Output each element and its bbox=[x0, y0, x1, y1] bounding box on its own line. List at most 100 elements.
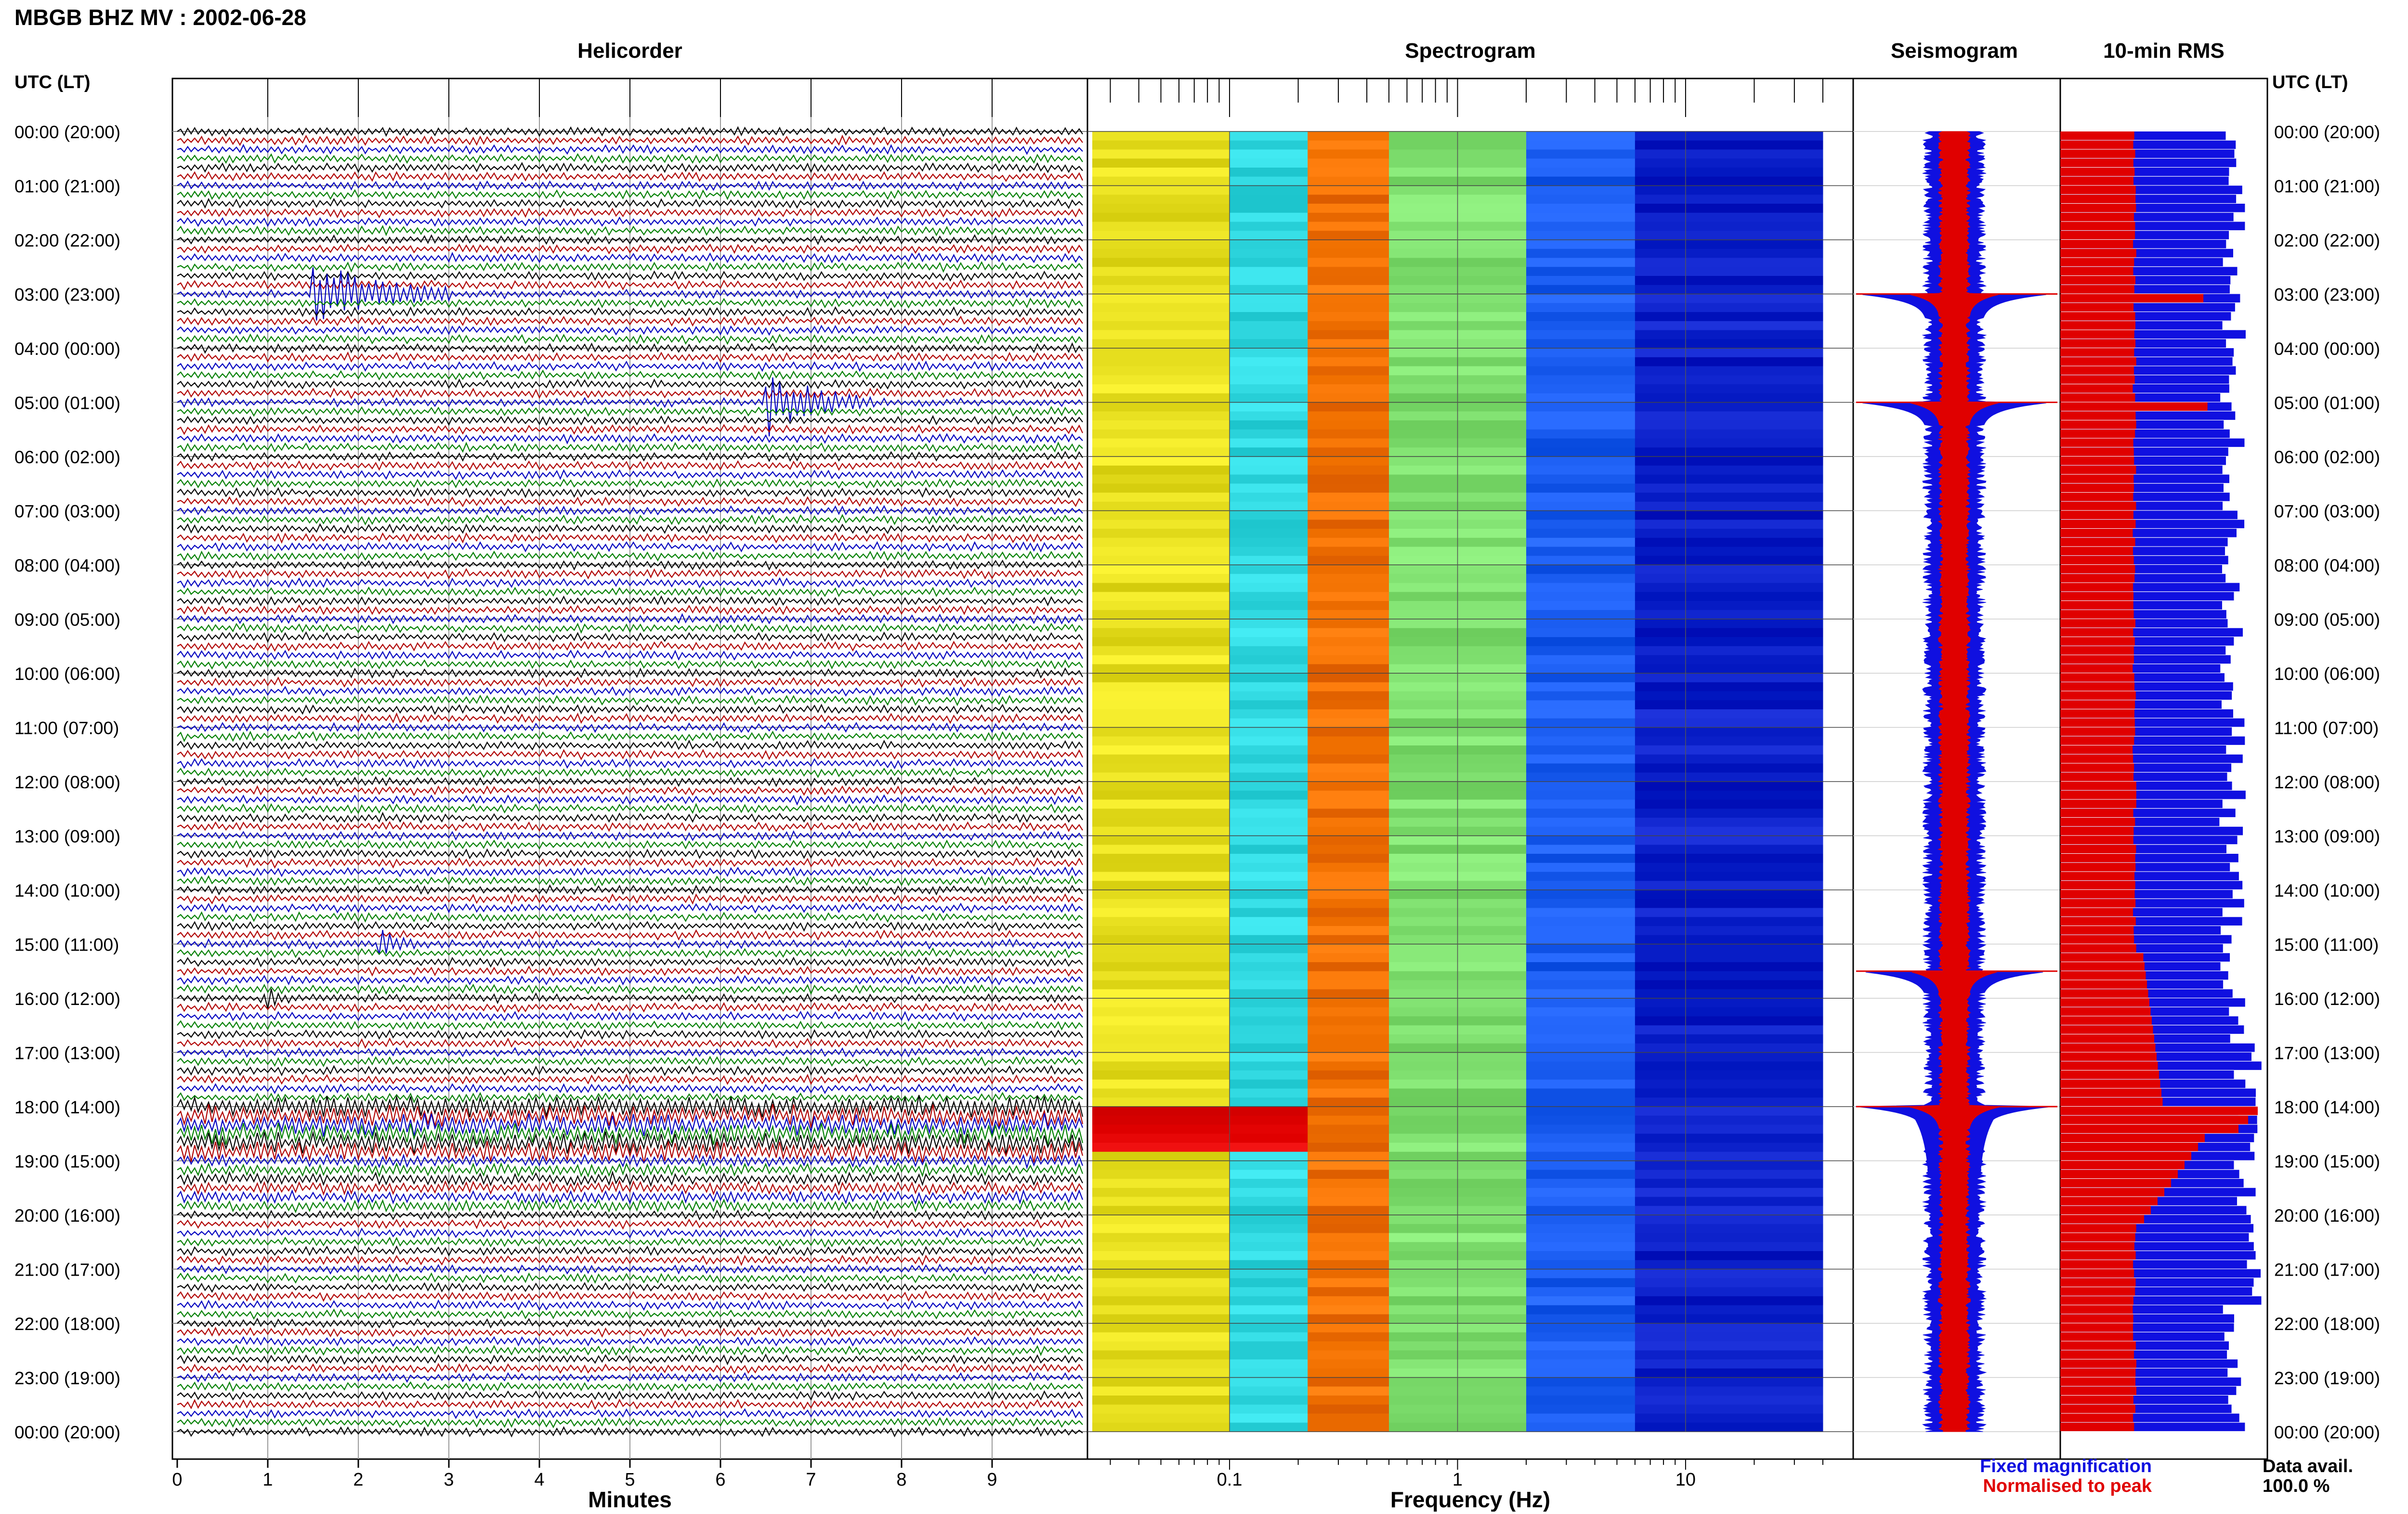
helicorder-trace bbox=[177, 966, 1083, 977]
helicorder-trace bbox=[177, 1189, 1084, 1205]
rms-bar-normalised bbox=[2060, 149, 2135, 158]
spectrogram-cell bbox=[1308, 763, 1389, 773]
helicorder-trace bbox=[177, 1408, 1083, 1419]
spectrogram-cell bbox=[1635, 1368, 1823, 1378]
rms-bar-normalised bbox=[2060, 727, 2135, 736]
spectrogram-cell bbox=[1526, 1025, 1636, 1035]
spectrogram-cell bbox=[1308, 944, 1389, 953]
spectrogram-cell bbox=[1092, 637, 1230, 647]
spectrogram-cell bbox=[1230, 357, 1308, 367]
helicorder-trace bbox=[177, 803, 1083, 814]
spectrogram-cell bbox=[1230, 610, 1308, 620]
rms-bar-normalised bbox=[2060, 818, 2135, 826]
data-avail-label: Data avail. bbox=[2263, 1456, 2353, 1476]
spectrogram-cell bbox=[1092, 872, 1230, 881]
spectrogram-cell bbox=[1526, 1350, 1636, 1360]
spectrogram-cell bbox=[1230, 339, 1308, 349]
rms-bar-normalised bbox=[2060, 745, 2133, 754]
hour-label: 05:00 (01:00) bbox=[2274, 393, 2380, 413]
spectrogram-cell bbox=[1635, 908, 1823, 917]
rms-bar-normalised bbox=[2060, 330, 2134, 339]
spectrogram-cell bbox=[1230, 1088, 1308, 1098]
spectrogram-cell bbox=[1635, 1296, 1823, 1306]
spectrogram-cell bbox=[1308, 989, 1389, 999]
spectrogram-cell bbox=[1308, 1341, 1389, 1351]
spectrogram-cell bbox=[1635, 465, 1823, 475]
helicorder-trace bbox=[177, 884, 1083, 896]
spectrogram-cell bbox=[1092, 1034, 1230, 1044]
spectrogram-cell bbox=[1092, 510, 1230, 520]
spectrogram-cell bbox=[1230, 1025, 1308, 1035]
rms-bar-normalised bbox=[2060, 1061, 2158, 1070]
spectrogram-cell bbox=[1635, 1088, 1823, 1098]
rms-bar-normalised bbox=[2060, 962, 2145, 971]
spectrogram-cell bbox=[1092, 1052, 1230, 1062]
rms-bar-normalised bbox=[2060, 700, 2135, 709]
spectrogram-cell bbox=[1526, 1007, 1636, 1017]
spectrogram-cell bbox=[1092, 1170, 1230, 1179]
hour-label: 06:00 (02:00) bbox=[14, 447, 120, 467]
rms-bar-normalised bbox=[2060, 1161, 2185, 1170]
rms-bar-normalised bbox=[2060, 1323, 2133, 1332]
spectrogram-cell bbox=[1092, 971, 1230, 981]
spectrogram-cell bbox=[1230, 1269, 1308, 1279]
spectrogram-cell bbox=[1526, 1278, 1636, 1288]
spectrogram-cell bbox=[1635, 1016, 1823, 1026]
spectrogram-cell bbox=[1230, 1296, 1308, 1306]
hour-label: 18:00 (14:00) bbox=[2274, 1097, 2380, 1117]
spectrogram-cell bbox=[1635, 1052, 1823, 1062]
spectrogram-cell bbox=[1308, 1359, 1389, 1369]
spectrogram-cell bbox=[1092, 782, 1230, 791]
spectrogram-cell bbox=[1635, 348, 1823, 358]
helicorder-trace bbox=[177, 424, 1083, 435]
spectrogram-cell bbox=[1308, 384, 1389, 394]
spectrogram-cell bbox=[1635, 1025, 1823, 1035]
spectrogram-cell bbox=[1635, 1404, 1823, 1414]
freq-tick-label: 1 bbox=[1453, 1470, 1463, 1490]
spectrogram-cell bbox=[1635, 854, 1823, 863]
spectrogram-cell bbox=[1526, 845, 1636, 854]
helicorder-trace bbox=[177, 1344, 1083, 1357]
rms-bar-normalised bbox=[2060, 204, 2136, 212]
helicorder-trace bbox=[177, 514, 1083, 526]
helicorder-trace bbox=[177, 1131, 1084, 1154]
spectrogram-cell bbox=[1526, 1396, 1636, 1405]
x-tick-label: 1 bbox=[262, 1470, 273, 1490]
spectrogram-cell bbox=[1230, 1260, 1308, 1270]
spectrogram-cell bbox=[1635, 212, 1823, 222]
spectrogram-cell bbox=[1526, 908, 1636, 917]
spectrogram-cell bbox=[1092, 357, 1230, 367]
spectrogram-cell bbox=[1230, 619, 1308, 628]
spectrogram-cell bbox=[1230, 953, 1308, 963]
helicorder-panel bbox=[171, 78, 1088, 1460]
helicorder-trace bbox=[177, 306, 1083, 318]
rms-bar-normalised bbox=[2060, 953, 2144, 962]
rms-bar-normalised bbox=[2060, 1107, 2258, 1115]
spectrogram-cell bbox=[1308, 1161, 1389, 1170]
spectrogram-cell bbox=[1308, 673, 1389, 683]
spectrogram-cell bbox=[1526, 258, 1636, 267]
helicorder-trace bbox=[177, 989, 1083, 1009]
helicorder-trace bbox=[177, 1047, 1083, 1058]
rms-bar-normalised bbox=[2060, 1170, 2178, 1178]
spectrogram-cell bbox=[1526, 1151, 1636, 1162]
spectrogram-cell bbox=[1635, 583, 1823, 592]
helicorder-trace bbox=[177, 153, 1083, 164]
rms-bar-normalised bbox=[2060, 195, 2136, 203]
spectrogram-cell bbox=[1230, 980, 1308, 990]
spectrogram-cell bbox=[1526, 176, 1636, 186]
spectrogram-cell bbox=[1092, 1359, 1230, 1369]
spectrogram-cell bbox=[1526, 610, 1636, 620]
helicorder-trace bbox=[177, 622, 1083, 634]
helicorder-trace bbox=[177, 631, 1083, 643]
rms-bar-normalised bbox=[2060, 862, 2136, 872]
x-tick-label: 7 bbox=[806, 1470, 816, 1490]
spectrogram-cell bbox=[1635, 1215, 1823, 1225]
spectrogram-cell bbox=[1092, 835, 1230, 845]
helicorder-trace bbox=[177, 1272, 1083, 1284]
hour-label: 01:00 (21:00) bbox=[2274, 177, 2380, 196]
spectrogram-cell bbox=[1635, 366, 1823, 376]
spectrogram-cell bbox=[1526, 501, 1636, 511]
spectrogram-cell bbox=[1092, 1206, 1230, 1215]
spectrogram-cell bbox=[1635, 1305, 1823, 1315]
